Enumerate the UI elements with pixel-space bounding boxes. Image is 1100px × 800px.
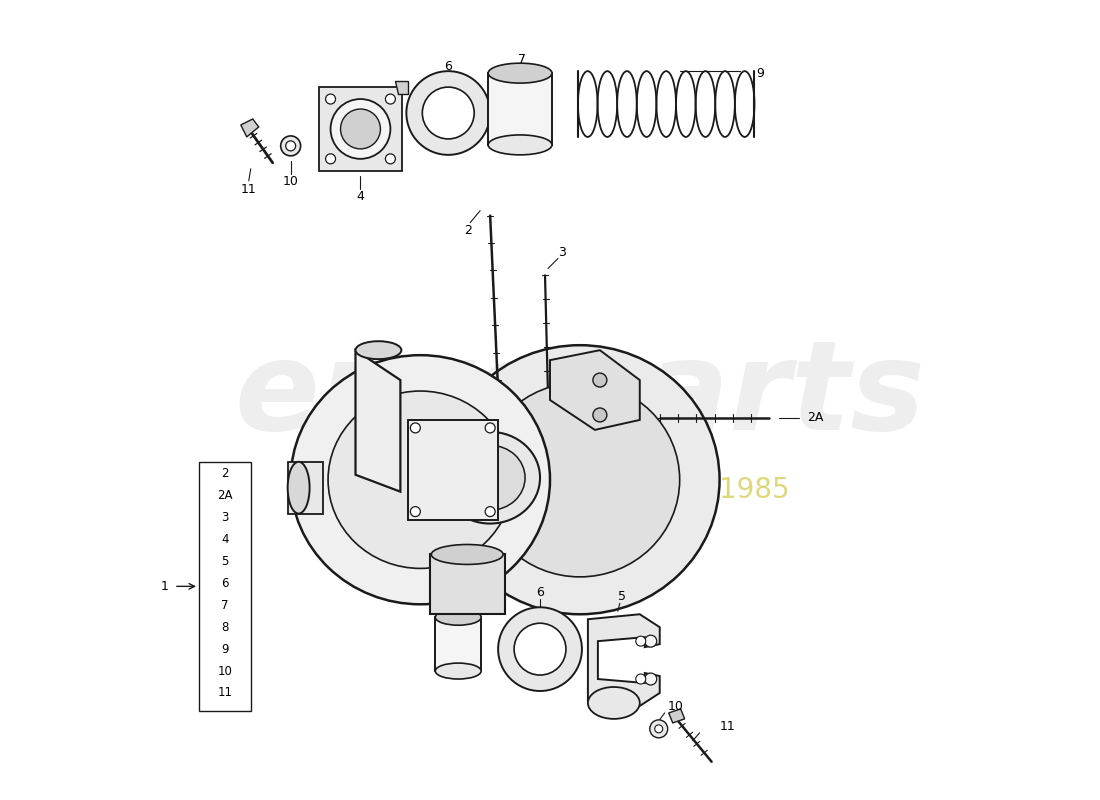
Ellipse shape (355, 342, 402, 359)
Bar (288, 462, 322, 514)
Ellipse shape (288, 462, 309, 514)
Circle shape (410, 506, 420, 517)
Text: 10: 10 (283, 175, 298, 188)
Text: 3: 3 (558, 246, 565, 259)
Text: 6: 6 (444, 60, 452, 73)
Text: 11: 11 (218, 686, 232, 699)
Ellipse shape (440, 345, 719, 614)
Circle shape (385, 154, 395, 164)
Circle shape (485, 506, 495, 517)
Text: 2: 2 (221, 467, 229, 480)
Text: 2A: 2A (807, 411, 824, 425)
Bar (488, 73, 552, 145)
Polygon shape (241, 119, 258, 137)
Circle shape (326, 94, 336, 104)
Text: 4: 4 (221, 533, 229, 546)
Circle shape (636, 636, 646, 646)
Ellipse shape (481, 382, 680, 577)
Text: 3: 3 (221, 511, 229, 524)
Circle shape (326, 154, 336, 164)
Ellipse shape (440, 432, 540, 523)
Text: 4: 4 (356, 190, 364, 203)
Text: 5: 5 (618, 590, 626, 603)
Ellipse shape (290, 355, 550, 604)
Circle shape (593, 373, 607, 387)
Text: 11: 11 (719, 720, 735, 734)
Polygon shape (319, 87, 403, 170)
Text: 10: 10 (668, 701, 683, 714)
Circle shape (636, 674, 646, 684)
Bar (408, 420, 498, 519)
Text: 2: 2 (464, 224, 472, 237)
Text: 1: 1 (161, 580, 169, 593)
Text: 8: 8 (454, 596, 462, 609)
Text: europarts: europarts (234, 334, 925, 455)
Circle shape (331, 99, 390, 159)
Ellipse shape (455, 446, 525, 510)
Circle shape (410, 423, 420, 433)
Bar (436, 618, 481, 671)
Text: a passion for parts since 1985: a passion for parts since 1985 (370, 476, 790, 504)
Ellipse shape (488, 135, 552, 155)
Text: 10: 10 (218, 665, 232, 678)
Text: 9: 9 (221, 642, 229, 656)
Circle shape (650, 720, 668, 738)
Circle shape (485, 423, 495, 433)
Text: 9: 9 (757, 66, 764, 80)
Polygon shape (587, 614, 660, 706)
Polygon shape (395, 81, 408, 94)
Polygon shape (669, 709, 684, 723)
Text: 5: 5 (221, 555, 229, 568)
Text: 7: 7 (221, 598, 229, 612)
Circle shape (406, 71, 491, 155)
Ellipse shape (436, 663, 481, 679)
Circle shape (385, 94, 395, 104)
Text: 7: 7 (518, 53, 526, 66)
Ellipse shape (328, 391, 513, 569)
Text: 11: 11 (241, 183, 256, 196)
Ellipse shape (431, 545, 503, 565)
Circle shape (498, 607, 582, 691)
Bar (430, 554, 505, 614)
Circle shape (645, 673, 657, 685)
Circle shape (654, 725, 662, 733)
Ellipse shape (436, 610, 481, 626)
Circle shape (593, 408, 607, 422)
Circle shape (280, 136, 300, 156)
Text: 8: 8 (221, 621, 229, 634)
Text: 6: 6 (536, 586, 544, 599)
Bar (199, 462, 251, 711)
Ellipse shape (488, 63, 552, 83)
Circle shape (422, 87, 474, 139)
Circle shape (286, 141, 296, 151)
Ellipse shape (587, 687, 640, 719)
Circle shape (645, 635, 657, 647)
Text: 2A: 2A (217, 489, 232, 502)
Circle shape (341, 109, 381, 149)
Circle shape (514, 623, 566, 675)
Polygon shape (550, 350, 640, 430)
Text: 6: 6 (221, 577, 229, 590)
Polygon shape (355, 350, 400, 492)
